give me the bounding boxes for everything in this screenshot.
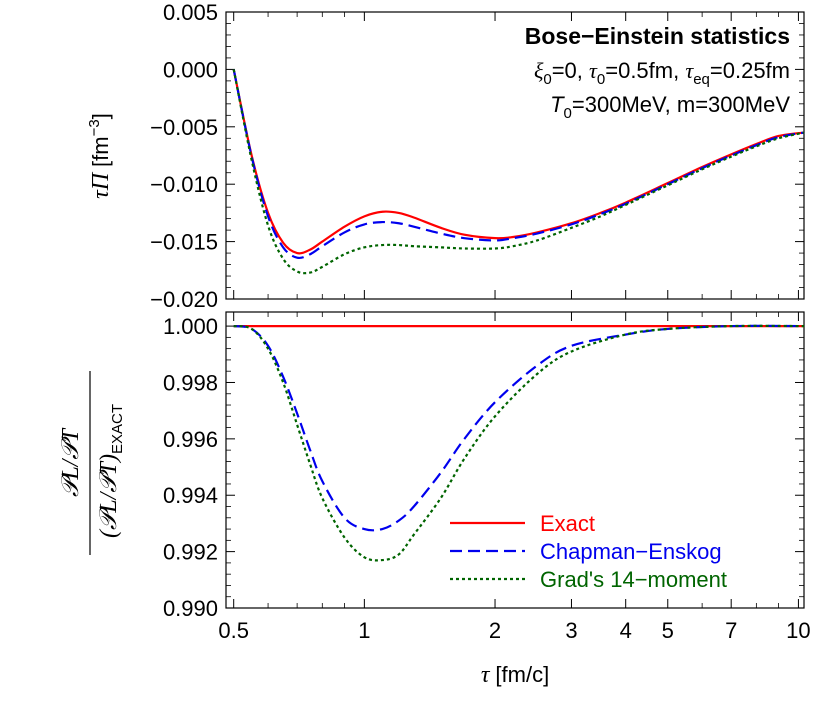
top-series-chapman-enskog	[232, 69, 805, 260]
xtick-label: 3	[565, 618, 577, 643]
annotation-title: Bose−Einstein statistics	[525, 23, 790, 49]
top-series-exact	[232, 69, 805, 255]
legend: Exact Chapman−Enskog Grad's 14−moment	[450, 511, 727, 592]
top-ytick-label: −0.020	[150, 287, 218, 312]
bottom-ytick-label: 0.998	[163, 370, 218, 395]
bottom-series-group	[233, 324, 805, 562]
xtick-label: 2	[489, 618, 501, 643]
top-y-axis-title: τΠ [fm−3]	[86, 113, 114, 199]
xtick-label: 4	[620, 618, 632, 643]
bottom-series-grad-s-14-moment	[233, 324, 805, 562]
bottom-axis-ticks: 0.990 0.992 0.994 0.996 0.998 1.000 0.5 1 2 3 4 5 7 1…	[163, 312, 811, 643]
xtick-label: 1	[358, 618, 370, 643]
xtick-label: 10	[786, 618, 810, 643]
annotation-params: ξ0=0, τ0=0.5fm, τeq=0.25fm	[534, 58, 790, 88]
top-ytick-label: 0.000	[163, 57, 218, 82]
xtick-label: 0.5	[218, 618, 249, 643]
bottom-ytick-label: 1.000	[163, 314, 218, 339]
legend-label-grad: Grad's 14−moment	[540, 567, 727, 592]
top-series-grad-s-14-moment	[232, 69, 805, 275]
xtick-label: 7	[725, 618, 737, 643]
bottom-panel-frame	[225, 311, 805, 609]
bottom-y-axis-denominator: (𝒫L/𝒫T)EXACT	[96, 404, 126, 538]
bottom-ytick-label: 0.994	[163, 483, 218, 508]
top-ytick-label: −0.005	[150, 115, 218, 140]
top-axis-ticks: −0.020 −0.015 −0.010 −0.005 0.000 0.005	[150, 0, 804, 312]
bottom-ytick-label: 0.990	[163, 596, 218, 621]
legend-label-exact: Exact	[540, 511, 595, 536]
bottom-series-chapman-enskog	[233, 324, 805, 532]
top-ytick-label: −0.010	[150, 172, 218, 197]
xtick-label: 5	[662, 618, 674, 643]
annotation-initial-conditions: T0=300MeV, m=300MeV	[550, 92, 790, 122]
top-panel-frame	[225, 11, 805, 300]
x-axis-title: τ [fm/c]	[481, 662, 549, 688]
top-ytick-label: 0.005	[163, 0, 218, 25]
bottom-ytick-label: 0.992	[163, 540, 218, 565]
bottom-ytick-label: 0.996	[163, 427, 218, 452]
bottom-y-axis-numerator: 𝒫L/𝒫T	[58, 427, 84, 497]
top-ytick-label: −0.015	[150, 230, 218, 255]
bottom-y-axis-title: 𝒫L/𝒫T (𝒫L/𝒫T)EXACT	[58, 371, 126, 555]
legend-label-chapman-enskog: Chapman−Enskog	[540, 539, 722, 564]
top-series-group	[232, 69, 805, 275]
